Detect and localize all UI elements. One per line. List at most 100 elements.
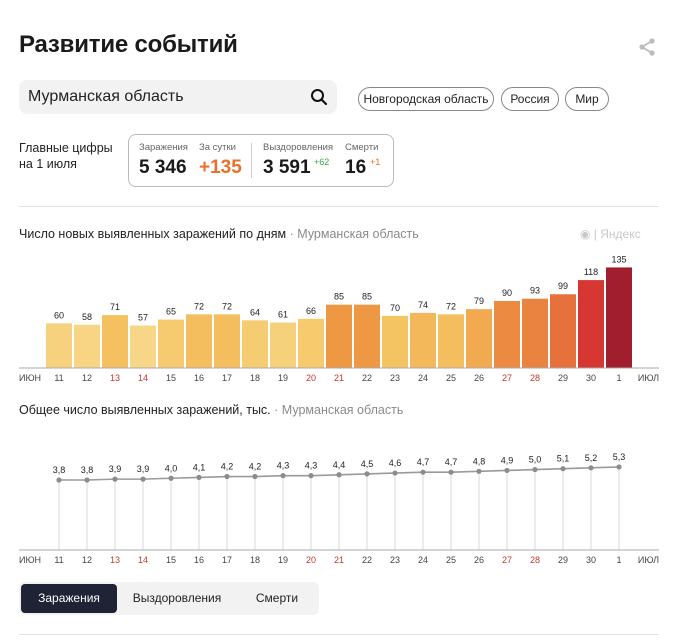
x-tick-label: 11 xyxy=(54,555,63,565)
region-search[interactable]: Мурманская область xyxy=(19,80,337,114)
point-value-label: 3,9 xyxy=(137,464,150,474)
point-value-label: 4,1 xyxy=(193,462,206,472)
bar-value-label: 90 xyxy=(502,288,512,298)
bar-value-label: 71 xyxy=(110,302,120,312)
data-point xyxy=(476,468,482,474)
x-tick-label: 15 xyxy=(166,555,176,565)
point-value-label: 5,3 xyxy=(613,452,626,462)
data-point xyxy=(112,476,118,482)
bar xyxy=(410,312,436,368)
data-point xyxy=(364,471,370,477)
point-value-label: 3,8 xyxy=(81,465,94,475)
data-point xyxy=(588,465,594,471)
deaths-label: Смерти xyxy=(345,142,379,153)
main-figures-title: Главные цифры xyxy=(19,141,113,155)
point-value-label: 4,7 xyxy=(445,457,458,467)
x-tick-label: 19 xyxy=(278,555,288,565)
bar xyxy=(102,315,128,368)
stats-box: Заражения 5 346 За сутки +135 Выздоровле… xyxy=(128,134,394,187)
data-point xyxy=(56,477,62,483)
point-value-label: 5,0 xyxy=(529,455,542,465)
point-value-label: 4,6 xyxy=(389,458,402,468)
tab-infections[interactable]: Заражения xyxy=(21,584,117,613)
data-point xyxy=(308,473,314,479)
divider-bottom xyxy=(19,634,659,635)
divider xyxy=(19,206,659,207)
x-tick-label: 1 xyxy=(616,555,621,565)
deaths-value: 16 xyxy=(345,157,367,178)
bar xyxy=(74,324,100,368)
x-tick-label: 18 xyxy=(250,373,260,383)
point-value-label: 3,8 xyxy=(53,465,66,475)
x-tick-label: 12 xyxy=(82,555,92,565)
x-tick-label: 26 xyxy=(474,373,484,383)
bar-value-label: 57 xyxy=(138,313,148,323)
deaths-delta: +1 xyxy=(370,157,381,167)
bar-value-label: 58 xyxy=(82,312,92,322)
point-value-label: 5,1 xyxy=(557,454,570,464)
data-point xyxy=(224,473,230,480)
bar xyxy=(270,322,296,368)
data-point xyxy=(616,464,622,470)
bar xyxy=(550,294,576,368)
bar-value-label: 60 xyxy=(54,310,64,320)
infections-label: Заражения xyxy=(139,142,188,153)
data-point xyxy=(392,470,398,476)
tab-recoveries[interactable]: Выздоровления xyxy=(132,591,222,605)
x-tick-label: 26 xyxy=(474,555,484,565)
x-tick-label: 22 xyxy=(362,373,372,383)
x-tick-label: 11 xyxy=(54,373,63,383)
region-pill-novgorod[interactable]: Новгородская область xyxy=(358,87,494,111)
bar-value-label: 72 xyxy=(446,301,456,311)
bar-value-label: 61 xyxy=(278,310,288,320)
per-day-value: +135 xyxy=(199,157,242,178)
x-tick-label: 29 xyxy=(558,373,568,383)
x-tick-label: 13 xyxy=(110,555,120,565)
bar-value-label: 118 xyxy=(584,267,598,277)
x-tick-label: 12 xyxy=(82,373,92,383)
recovered-label: Выздоровления xyxy=(263,142,334,153)
point-value-label: 4,7 xyxy=(417,457,430,467)
infections-value: 5 346 xyxy=(139,157,187,178)
total-cases-line-chart: 3,8 3,8 3,9 3,9 4,0 4,1 4,2 4,2 4,3 4,3 4,4 4,5 4,6 4… xyxy=(19,452,659,565)
bar xyxy=(46,323,72,368)
data-point xyxy=(140,476,146,482)
data-point xyxy=(84,477,90,483)
point-value-label: 4,2 xyxy=(249,462,262,472)
data-point xyxy=(532,466,538,473)
point-value-label: 3,9 xyxy=(109,464,122,474)
chart1-title: Число новых выявленных заражений по дням… xyxy=(19,227,419,241)
month-end-label: ИЮЛ xyxy=(638,373,659,383)
stats-divider xyxy=(251,143,252,178)
x-tick-label: 20 xyxy=(306,373,316,383)
x-tick-label: 19 xyxy=(278,373,288,383)
bar-value-label: 79 xyxy=(474,296,484,306)
x-tick-label: 14 xyxy=(138,555,148,565)
data-point xyxy=(560,466,566,472)
bar-value-label: 74 xyxy=(418,300,428,310)
recovered-value: 3 591 xyxy=(263,157,311,178)
x-tick-label: 17 xyxy=(222,555,232,565)
data-point xyxy=(196,474,202,480)
share-icon[interactable] xyxy=(636,36,658,58)
data-point xyxy=(252,473,258,480)
region-pill-world[interactable]: Мир xyxy=(565,87,609,111)
search-input[interactable]: Мурманская область xyxy=(28,88,184,105)
data-point xyxy=(420,469,426,475)
bar xyxy=(466,309,492,368)
bar xyxy=(242,320,268,368)
x-tick-label: 27 xyxy=(502,555,512,565)
bar xyxy=(522,298,548,368)
point-value-label: 4,4 xyxy=(333,460,346,470)
x-tick-label: 30 xyxy=(586,373,596,383)
x-tick-label: 22 xyxy=(362,555,372,565)
main-figures-label: Главные цифры на 1 июля xyxy=(19,140,113,172)
chart1-title-text: Число новых выявленных заражений по дням xyxy=(19,227,287,241)
tab-deaths[interactable]: Смерти xyxy=(255,591,299,605)
search-icon[interactable] xyxy=(310,88,328,106)
region-pill-russia[interactable]: Россия xyxy=(501,87,559,111)
bar xyxy=(438,314,464,368)
bar xyxy=(186,314,212,368)
chart2-title: Общее число выявленных заражений, тыс. ·… xyxy=(19,403,404,417)
